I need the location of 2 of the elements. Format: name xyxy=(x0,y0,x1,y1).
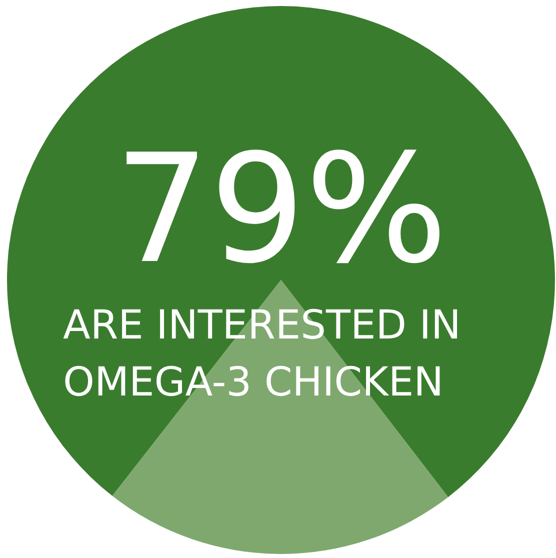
slice-label: ARE INTERESTED IN OMEGA-3 CHICKEN xyxy=(63,302,474,406)
data-label: 79% xyxy=(114,123,448,297)
